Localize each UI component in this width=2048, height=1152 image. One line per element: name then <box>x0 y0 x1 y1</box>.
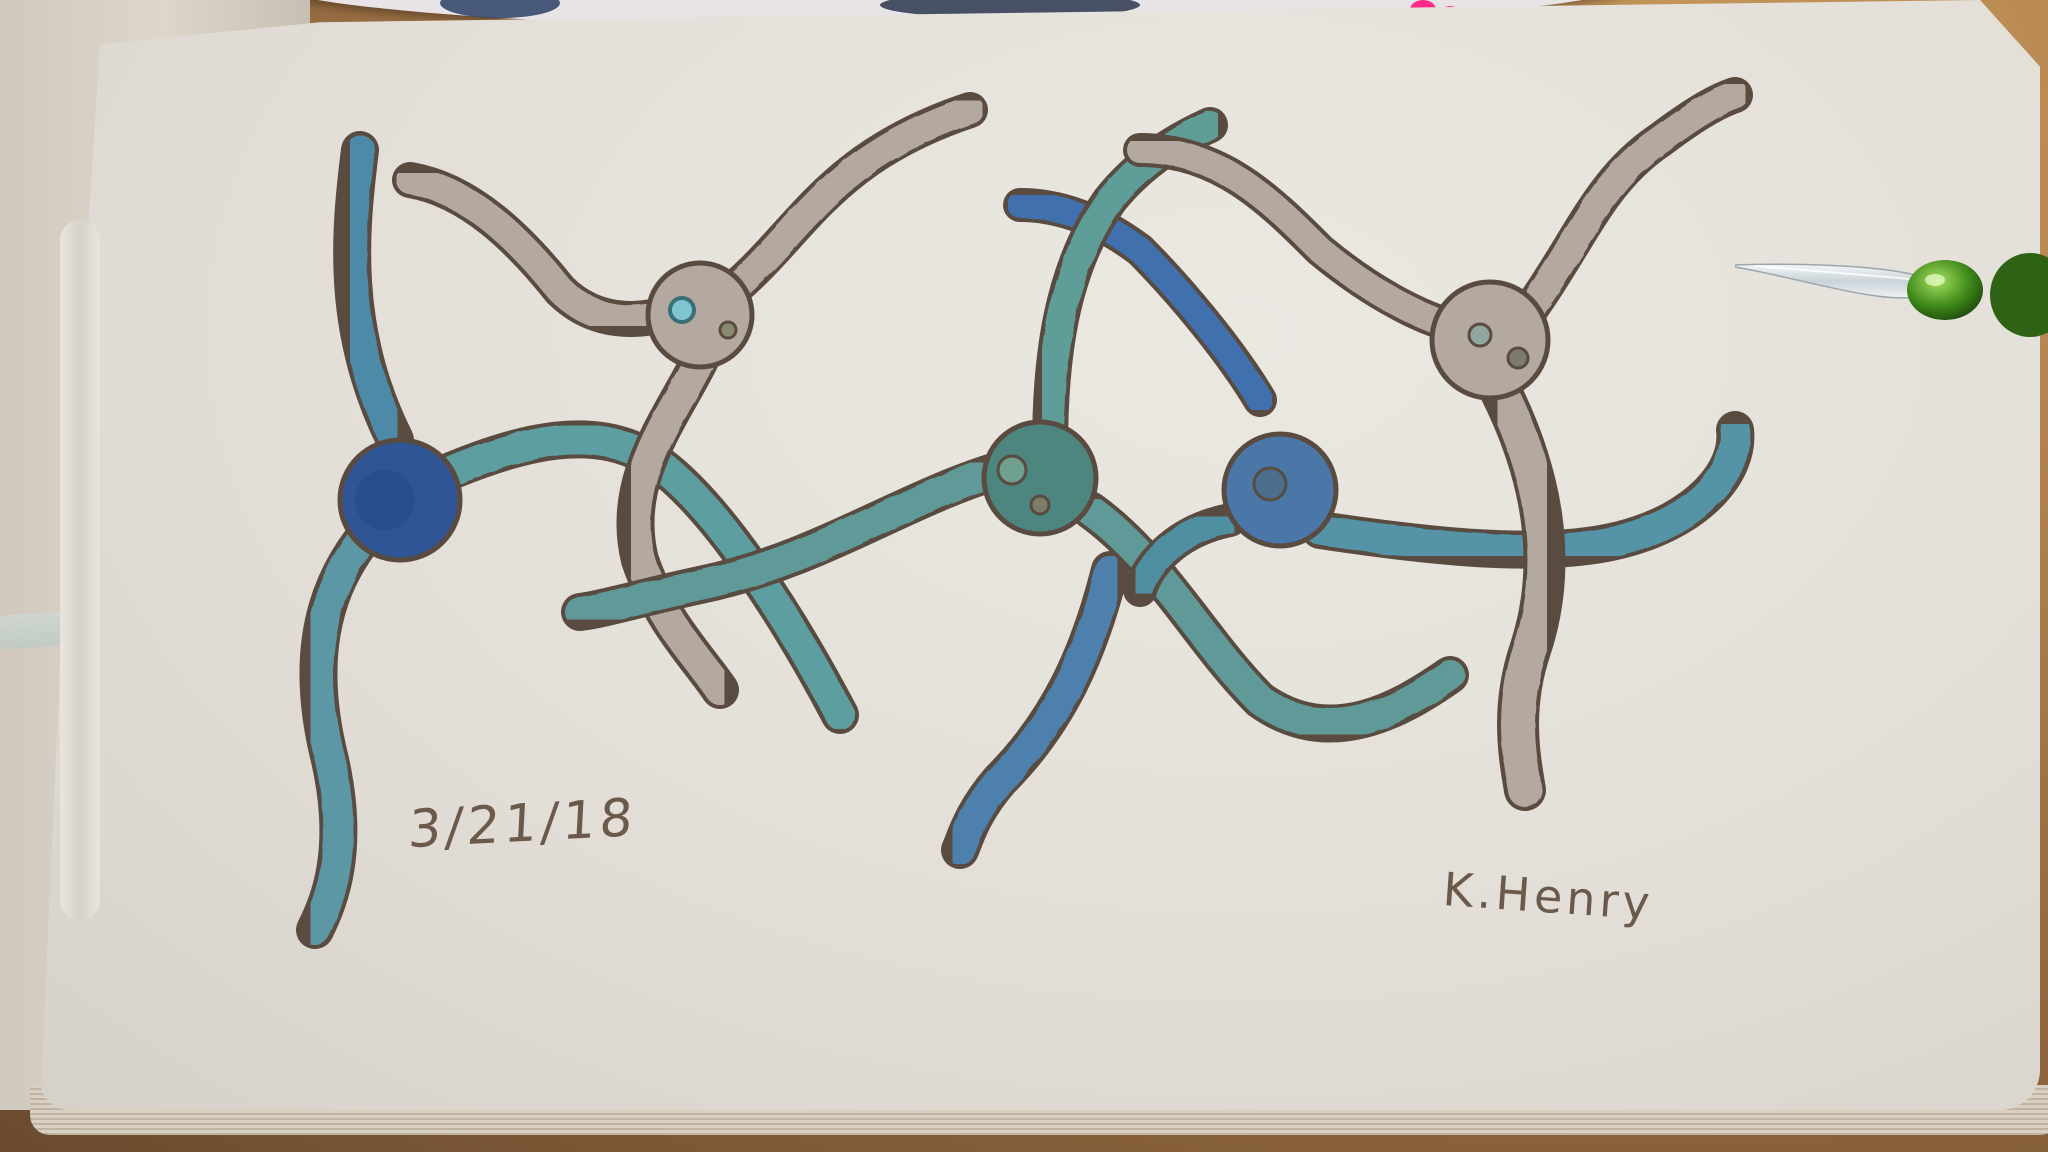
neuron-taupe-left-nucleus <box>668 296 696 324</box>
date-inscription: 3/21/18 <box>406 788 639 861</box>
neuron-taupe-right-nucleus <box>1467 322 1493 348</box>
palette-paint-blue <box>440 0 560 18</box>
neuron-taupe-left-soma <box>645 260 755 370</box>
neuron-blue-right <box>1123 411 1755 607</box>
neuron-teal-center-soma <box>981 419 1099 537</box>
neuron-blue-right-nucleus <box>1252 466 1288 502</box>
sketchbook-binding <box>60 220 100 920</box>
glass-dip-pen-icon <box>1735 253 2048 337</box>
neuron-teal-center-nucleus <box>996 454 1028 486</box>
neuron-taupe-right <box>1123 77 1753 811</box>
neuron-taupe-left <box>392 92 988 709</box>
